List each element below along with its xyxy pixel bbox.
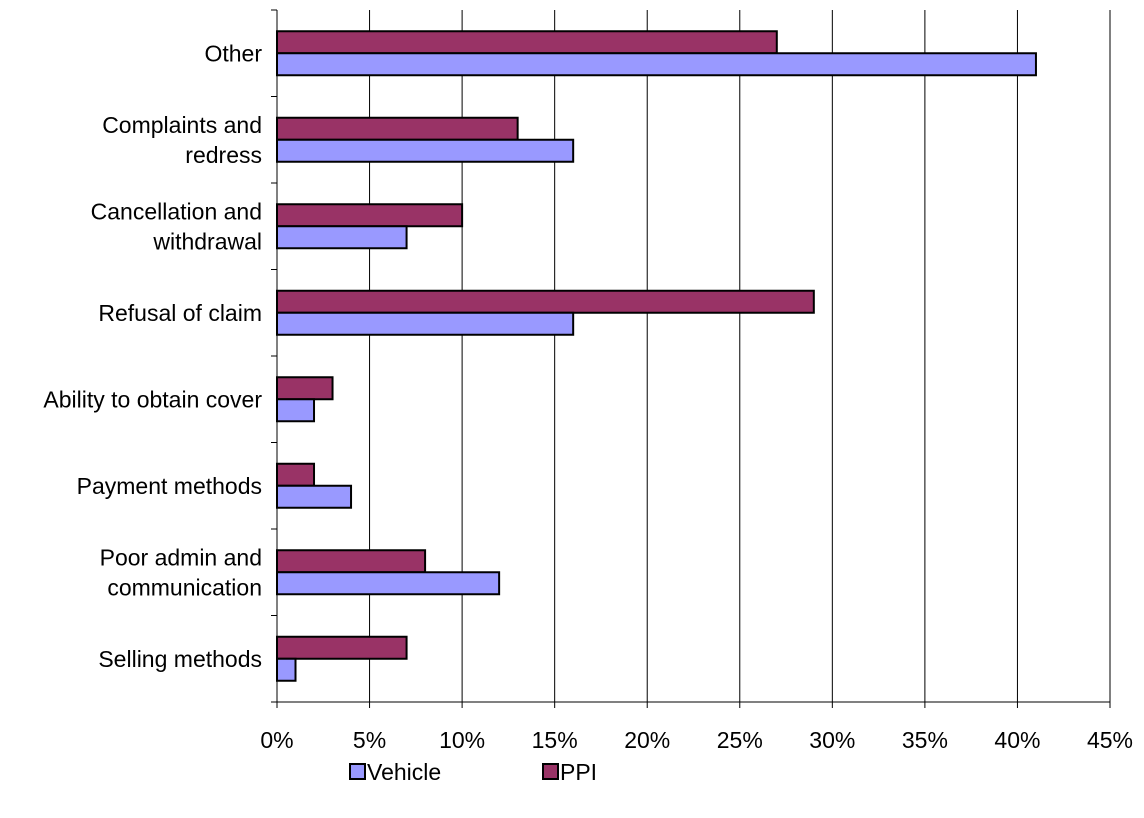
x-tick-label: 5%: [353, 727, 386, 753]
x-tick-label: 20%: [624, 727, 670, 753]
bar-vehicle-4: [276, 398, 316, 423]
x-tick-label: 15%: [532, 727, 578, 753]
category-label: communication: [107, 574, 262, 600]
x-tick-label: 10%: [439, 727, 485, 753]
bar-vehicle-1: [276, 138, 575, 163]
x-tick-label: 35%: [902, 727, 948, 753]
bar-vehicle-6: [276, 571, 501, 596]
category-label: Complaints and: [102, 112, 262, 138]
legend-swatch-vehicle: [349, 763, 366, 780]
axes: [271, 9, 1111, 708]
category-label: Payment methods: [77, 473, 262, 499]
bar-vehicle-7: [276, 657, 297, 682]
bar-ppi-0: [276, 30, 778, 55]
labels: 0% 5% 10% 15% 20% 25% 30% 35% 40% 45% Other Complai…: [43, 40, 1133, 753]
bar-ppi-3: [276, 289, 815, 314]
bars: [276, 30, 1037, 682]
bar-ppi-7: [276, 635, 408, 660]
bar-ppi-2: [276, 203, 464, 228]
bar-vehicle-0: [276, 52, 1037, 77]
category-label: Other: [204, 40, 262, 66]
bar-ppi-1: [276, 116, 519, 141]
bar-vehicle-2: [276, 225, 408, 250]
category-label: Ability to obtain cover: [43, 386, 262, 412]
x-tick-label: 45%: [1087, 727, 1133, 753]
category-label: Refusal of claim: [98, 300, 262, 326]
category-label: redress: [185, 142, 262, 168]
category-label: Poor admin and: [100, 544, 262, 570]
bar-ppi-5: [276, 462, 316, 487]
x-tick-label: 0%: [260, 727, 293, 753]
category-label: Selling methods: [98, 646, 262, 672]
x-tick-label: 25%: [717, 727, 763, 753]
bar-ppi-6: [276, 549, 427, 574]
x-tick-label: 40%: [994, 727, 1040, 753]
legend-label-ppi: PPI: [560, 759, 597, 785]
bar-vehicle-3: [276, 311, 575, 336]
category-label: Cancellation and: [91, 198, 262, 224]
category-label: withdrawal: [152, 228, 262, 254]
bar-ppi-4: [276, 376, 334, 401]
legend-swatch-ppi: [542, 763, 559, 780]
x-tick-label: 30%: [809, 727, 855, 753]
legend: Vehicle PPI: [349, 759, 597, 785]
gridlines: [369, 10, 1111, 702]
legend-label-vehicle: Vehicle: [367, 759, 441, 785]
bar-vehicle-5: [276, 484, 353, 509]
